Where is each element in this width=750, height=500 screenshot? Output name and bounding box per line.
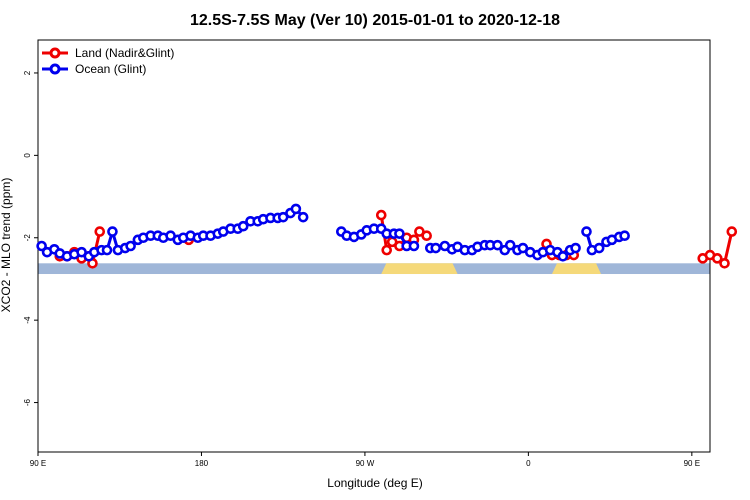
data-point-1-0-10	[101, 244, 113, 256]
data-point-0-2-7	[421, 230, 432, 241]
data-point-1-3-18	[557, 250, 569, 262]
x-ticks: 90 E 180 90 W 0 90 E	[30, 452, 700, 468]
data-point-1-1-11	[408, 240, 420, 252]
y-tick-label-3: -4	[23, 316, 32, 324]
data-point-1-3-20	[570, 242, 581, 254]
series-ocean	[36, 203, 630, 262]
data-point-1-2-1	[430, 242, 442, 254]
data-point-0-4-4	[726, 226, 738, 237]
data-point-1-4-2	[593, 242, 605, 254]
data-point-0-4-3	[719, 258, 730, 269]
data-point-0-4-2	[711, 253, 723, 264]
y-tick-label-4: -6	[23, 398, 32, 406]
data-point-1-4-6	[619, 230, 630, 241]
y-ticks: 2 0 -2 -4 -6	[23, 70, 38, 406]
data-point-1-0-0	[36, 240, 47, 252]
legend-land-label: Land (Nadir&Glint)	[75, 46, 174, 60]
data-point-1-0-14	[125, 240, 136, 252]
legend-ocean-marker	[49, 63, 61, 75]
legend-ocean-label: Ocean (Glint)	[75, 62, 146, 76]
x-tick-label-3: 0	[526, 459, 531, 468]
x-axis-label: Longitude (deg E)	[327, 476, 422, 490]
data-point-1-3-10	[504, 239, 516, 251]
data-point-1-0-40	[297, 211, 309, 223]
data-point-0-0-6	[94, 226, 106, 237]
y-tick-label-2: -2	[23, 234, 32, 242]
y-tick-label-1: 0	[23, 153, 32, 158]
data-point-1-0-31	[237, 220, 249, 232]
data-point-1-3-8	[492, 239, 503, 251]
data-point-1-4-0	[581, 226, 592, 237]
y-tick-label-0: 2	[23, 70, 32, 75]
data-point-1-0-39	[290, 203, 302, 215]
x-tick-label-0: 90 E	[30, 459, 46, 468]
data-point-1-0-11	[107, 226, 118, 237]
land-region-1	[551, 263, 602, 275]
surface-band	[38, 263, 710, 275]
legend-land-marker	[49, 47, 61, 59]
data-point-0-2-1	[381, 244, 393, 256]
x-tick-label-2: 90 W	[356, 459, 375, 468]
data-point-1-1-9	[394, 228, 405, 239]
plot-area	[36, 39, 738, 453]
chart-title: 12.5S-7.5S May (Ver 10) 2015-01-01 to 20…	[190, 12, 560, 29]
land-region-0	[381, 263, 458, 275]
x-tick-label-1: 180	[195, 459, 209, 468]
data-point-0-2-0	[375, 209, 387, 221]
y-axis-label: XCO2 - MLO trend (ppm)	[0, 178, 13, 313]
x-tick-label-4: 90 E	[684, 459, 700, 468]
legend: Land (Nadir&Glint) Ocean (Glint)	[42, 46, 174, 76]
